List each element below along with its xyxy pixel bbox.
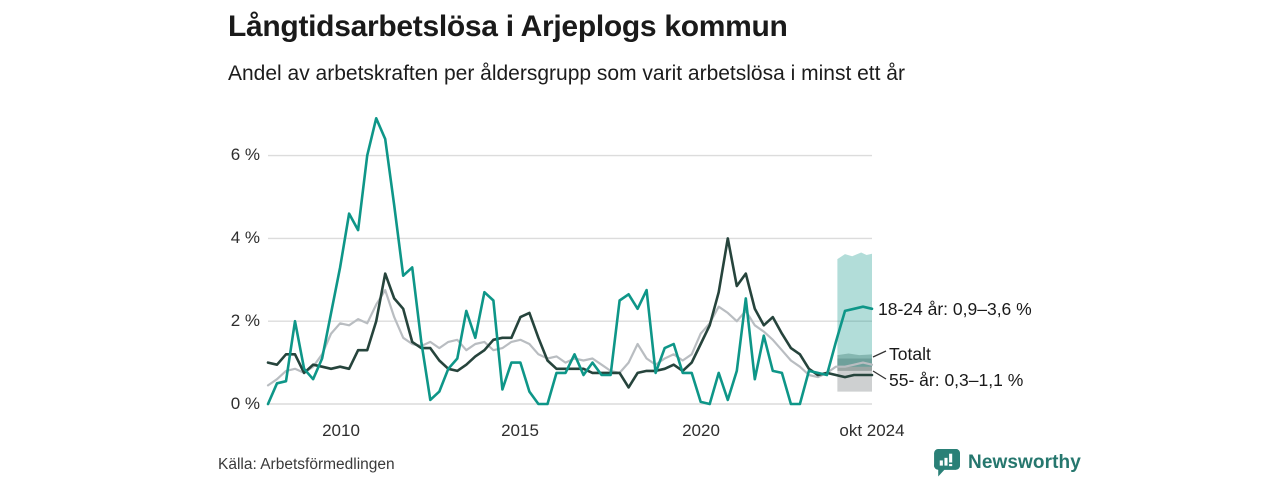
newsworthy-icon — [934, 449, 960, 477]
series-label-18-24: 18-24 år: 0,9–3,6 % — [878, 299, 1032, 319]
series-label-55: 55- år: 0,3–1,1 % — [889, 370, 1024, 390]
series-label-totalt: Totalt — [889, 344, 931, 364]
x-axis-tick-2015: 2015 — [501, 421, 539, 440]
x-axis-tick-okt-2024: okt 2024 — [839, 421, 905, 440]
y-axis-tick-2: 2 % — [230, 311, 260, 330]
y-axis-tick-4: 4 % — [230, 228, 260, 247]
newsworthy-logo: Newsworthy — [932, 448, 1081, 477]
x-axis-tick-2010: 2010 — [322, 421, 360, 440]
chart-subtitle: Andel av arbetskraften per åldersgrupp s… — [228, 62, 905, 85]
y-axis-tick-0: 0 % — [230, 394, 260, 413]
newsworthy-wordmark: Newsworthy — [968, 451, 1081, 473]
line-18-24 år — [266, 117, 874, 406]
y-axis-tick-6: 6 % — [230, 145, 260, 164]
line-Totalt — [266, 289, 874, 387]
leader-55 — [872, 370, 887, 380]
x-axis-tick-2020: 2020 — [682, 421, 720, 440]
line-55- år — [266, 237, 874, 389]
chart-title: Långtidsarbetslösa i Arjeplogs kommun — [228, 10, 788, 43]
source-note: Källa: Arbetsförmedlingen — [218, 456, 395, 473]
leader-totalt — [872, 350, 887, 358]
